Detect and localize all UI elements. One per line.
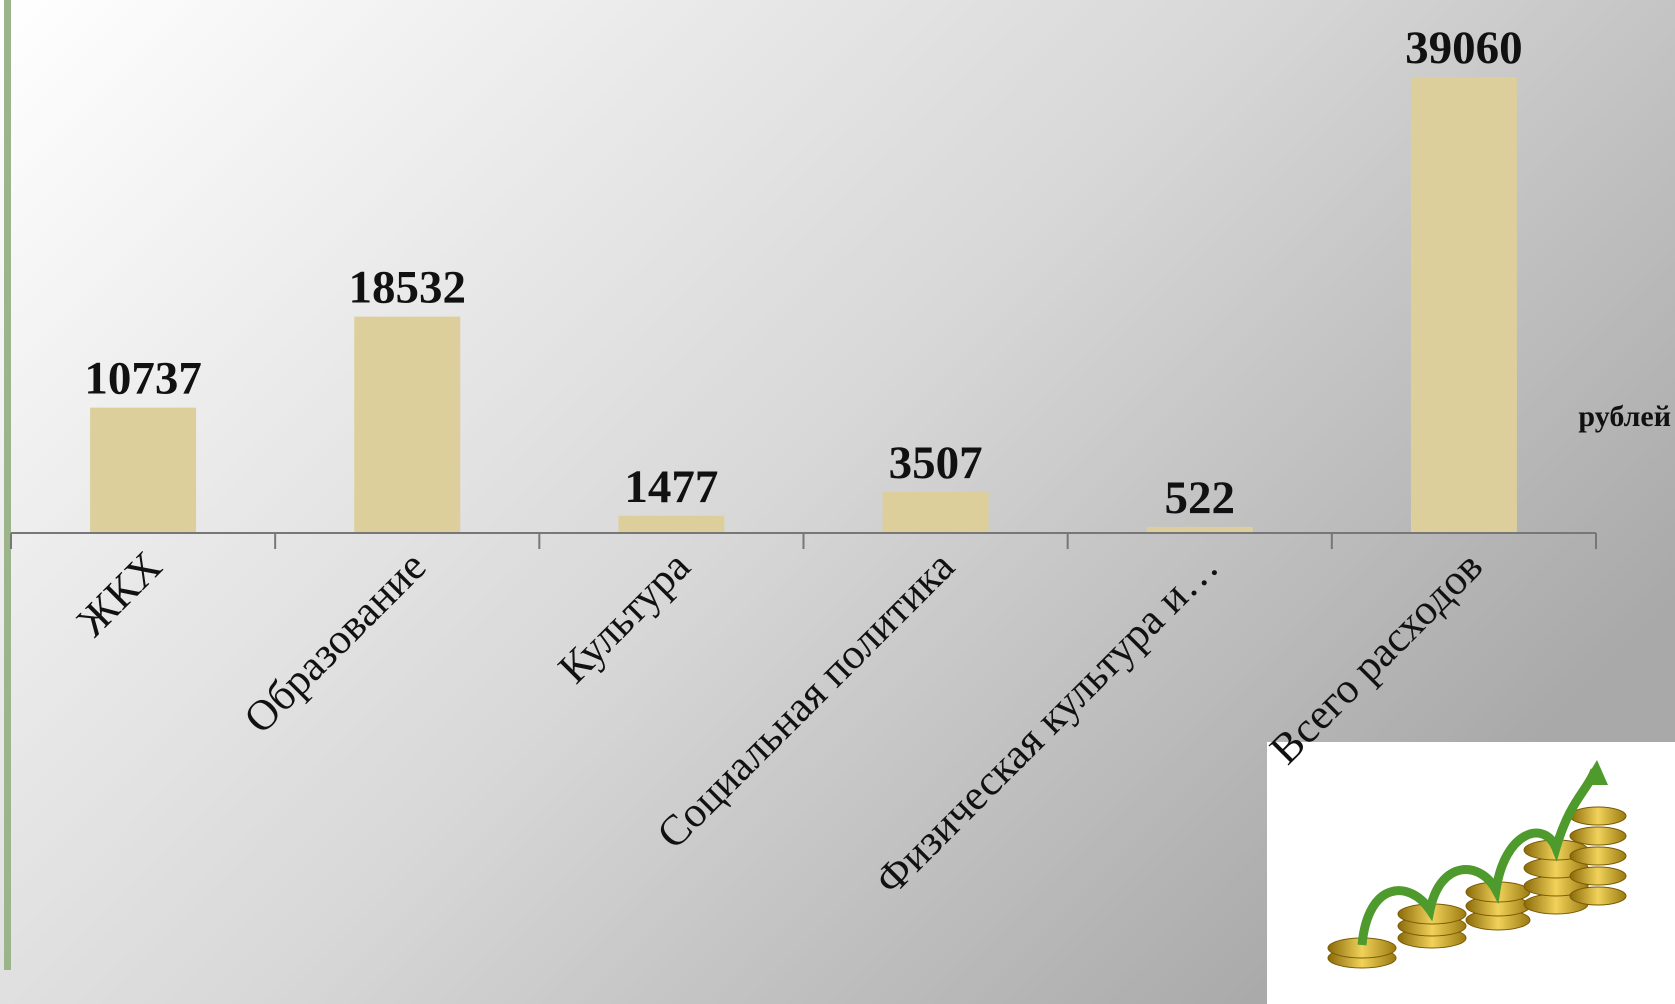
value-label: 3507	[889, 437, 983, 489]
page: рублей 10737ЖКХ18532Образование1477Культ…	[0, 0, 1675, 1004]
value-label: 39060	[1405, 22, 1523, 74]
value-label: 522	[1165, 472, 1236, 524]
value-label: 10737	[84, 353, 202, 405]
bar	[90, 408, 196, 533]
side-stripe	[4, 0, 11, 970]
bar	[354, 317, 460, 533]
bar	[883, 492, 989, 533]
chart: рублей 10737ЖКХ18532Образование1477Культ…	[0, 0, 1675, 1004]
value-label: 18532	[349, 262, 467, 314]
coins-picture	[1267, 742, 1675, 1004]
value-label: 1477	[624, 461, 718, 513]
unit-label: рублей	[1578, 400, 1671, 433]
bar	[1411, 77, 1517, 533]
bar	[618, 516, 724, 533]
